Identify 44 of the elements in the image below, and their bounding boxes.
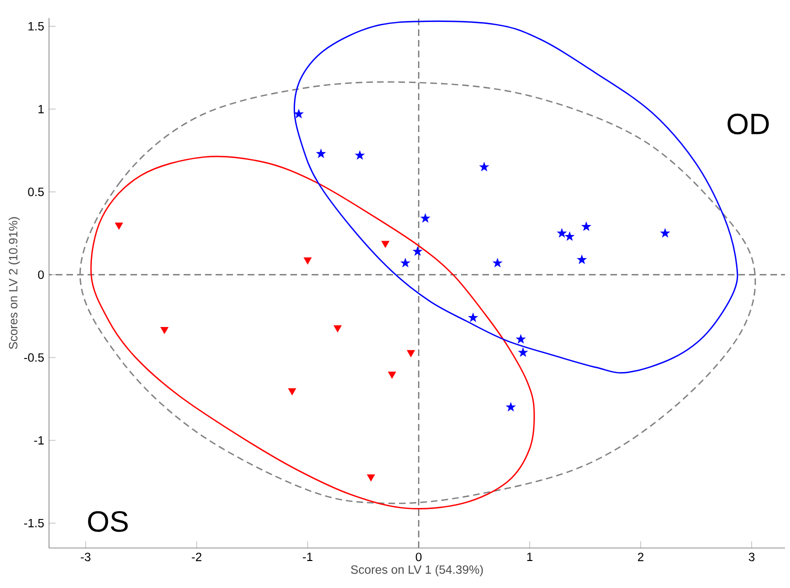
point [518, 348, 528, 356]
x-axis-title: Scores on LV 1 (54.39%) [350, 565, 483, 576]
point [388, 372, 396, 379]
point [468, 312, 478, 322]
point [516, 334, 526, 344]
x-tick-label: 2 [638, 552, 644, 562]
point [406, 350, 415, 358]
point [334, 325, 342, 332]
point [492, 258, 502, 268]
y-tick-label: -1 [34, 436, 44, 444]
point [366, 474, 375, 482]
x-tick-label: -1 [302, 552, 312, 561]
point [294, 109, 304, 118]
y-tick-label: -1.5 [24, 518, 44, 528]
y-tick-label: 1.5 [28, 22, 44, 30]
point [400, 258, 410, 268]
annotation: OS [88, 511, 128, 532]
point [565, 232, 574, 241]
point [304, 257, 312, 264]
point [557, 228, 566, 238]
x-tick-label: 1 [527, 552, 532, 561]
y-axis-title: Scores on LV 2 (10.91%) [8, 217, 20, 350]
point [480, 162, 489, 171]
point [160, 326, 168, 334]
point [316, 149, 326, 158]
point [381, 240, 390, 248]
point [420, 214, 430, 222]
point [288, 388, 296, 396]
x-tick-label: 0 [416, 552, 422, 562]
x-tick-label: 3 [748, 552, 755, 562]
point [114, 222, 123, 230]
point [355, 150, 364, 160]
y-tick-label: 0 [38, 270, 44, 279]
y-tick-label: 0.5 [28, 188, 44, 196]
x-tick-label: -3 [80, 552, 90, 562]
point [577, 254, 586, 264]
annotation: OD [728, 114, 769, 134]
y-tick-label: -0.5 [24, 353, 44, 362]
y-tick-label: 1 [38, 104, 44, 114]
point [660, 228, 670, 238]
point [582, 222, 591, 231]
x-tick-label: -2 [192, 552, 202, 562]
point [506, 402, 516, 412]
point [412, 246, 422, 256]
